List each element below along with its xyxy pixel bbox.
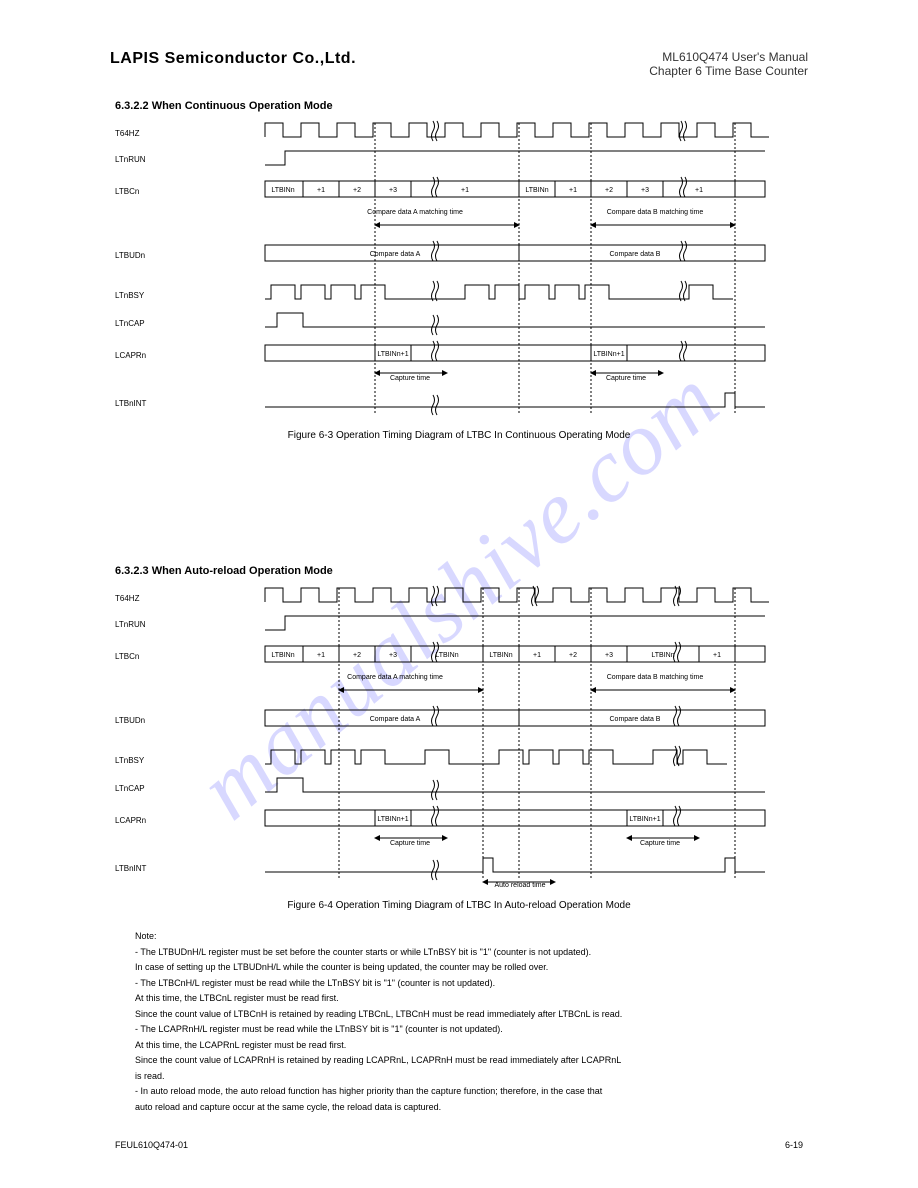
sig-ltbcn: LTBCn (115, 187, 139, 196)
svg-text:+3: +3 (605, 652, 613, 659)
svg-text:Compare data A: Compare data A (370, 716, 421, 723)
timing-diagram-2: T64HZ LTnRUN LTBCn LTBUDn LTnBSY LTnCAP … (115, 580, 805, 890)
page-footer: FEUL610Q474-01 6-19 (115, 1140, 803, 1150)
doc-id: ML610Q474 User's Manual (649, 50, 808, 64)
note-line: auto reload and capture occur at the sam… (135, 1101, 805, 1115)
arrow-compareB-2: Compare data B matching time (575, 674, 735, 681)
note-line: Note: (135, 930, 805, 944)
sig-ltbint: LTBnINT (115, 399, 146, 408)
sig2-ltbint: LTBnINT (115, 864, 146, 873)
section1-title: 6.3.2.2 When Continuous Operation Mode (115, 100, 333, 112)
page: manualshive.com LAPIS Semiconductor Co.,… (0, 0, 918, 1188)
arrow-compareB-1: Compare data B matching time (575, 209, 735, 216)
svg-text:+2: +2 (569, 652, 577, 659)
chapter: Chapter 6 Time Base Counter (649, 64, 808, 78)
note-line: - The LTBUDnH/L register must be set bef… (135, 946, 805, 960)
svg-text:LTBINn+1: LTBINn+1 (377, 816, 408, 823)
svg-text:+2: +2 (353, 652, 361, 659)
sig-ltncap: LTnCAP (115, 319, 145, 328)
svg-text:LTBINn+1: LTBINn+1 (629, 816, 660, 823)
note-line: At this time, the LCAPRnL register must … (135, 1039, 805, 1053)
svg-text:+1: +1 (695, 187, 703, 194)
svg-text:+2: +2 (353, 187, 361, 194)
svg-text:+1: +1 (569, 187, 577, 194)
sig-ltrun: LTnRUN (115, 155, 146, 164)
sig2-t64hz: T64HZ (115, 594, 139, 603)
sig2-ltrun: LTnRUN (115, 620, 146, 629)
timing-svg-1: LTBINn+1+2+3+1 LTBINn+1+2+3+1 Compare da… (115, 115, 805, 425)
footer-page: 6-19 (785, 1140, 803, 1150)
note-line: At this time, the LTBCnL register must b… (135, 992, 805, 1006)
svg-text:Compare data A: Compare data A (370, 251, 421, 258)
sig2-ltncap: LTnCAP (115, 784, 145, 793)
svg-text:LTBINn: LTBINn (271, 652, 294, 659)
sig-ltbudn: LTBUDn (115, 251, 145, 260)
arrow-capt1-2: Capture time (365, 840, 455, 847)
section2-title: 6.3.2.3 When Auto-reload Operation Mode (115, 565, 333, 577)
sig2-lcaprn: LCAPRn (115, 816, 146, 825)
svg-text:+3: +3 (389, 652, 397, 659)
company-name: LAPIS Semiconductor Co.,Ltd. (110, 50, 356, 68)
svg-text:LTBINn+1: LTBINn+1 (593, 351, 624, 358)
note-line: Since the count value of LCAPRnH is reta… (135, 1054, 805, 1068)
sig2-ltbudn: LTBUDn (115, 716, 145, 725)
svg-text:LTBINn: LTBINn (435, 652, 458, 659)
arrow-capt2-1: Capture time (581, 375, 671, 382)
svg-text:LTBINn: LTBINn (489, 652, 512, 659)
svg-text:+1: +1 (533, 652, 541, 659)
arrow-capt2-2: Capture time (615, 840, 705, 847)
note-line: In case of setting up the LTBUDnH/L whil… (135, 961, 805, 975)
svg-text:LTBINn+1: LTBINn+1 (377, 351, 408, 358)
sig2-ltbcn: LTBCn (115, 652, 139, 661)
footer-doc: FEUL610Q474-01 (115, 1140, 188, 1150)
sig2-ltnbsy: LTnBSY (115, 756, 144, 765)
arrow-capt1-1: Capture time (365, 375, 455, 382)
svg-text:+3: +3 (641, 187, 649, 194)
notes-block: Note: - The LTBUDnH/L register must be s… (135, 930, 805, 1116)
sig-ltnbsy: LTnBSY (115, 291, 144, 300)
svg-text:+1: +1 (317, 187, 325, 194)
svg-text:LTBINn: LTBINn (651, 652, 674, 659)
svg-text:LTBINn: LTBINn (525, 187, 548, 194)
note-line: - The LCAPRnH/L register must be read wh… (135, 1023, 805, 1037)
svg-text:+3: +3 (389, 187, 397, 194)
note-line: Since the count value of LTBCnH is retai… (135, 1008, 805, 1022)
figure2-caption: Figure 6-4 Operation Timing Diagram of L… (0, 900, 918, 911)
sig-lcaprn: LCAPRn (115, 351, 146, 360)
sig-t64hz: T64HZ (115, 129, 139, 138)
arrow-reload-2: Auto reload time (465, 882, 575, 889)
doc-header: ML610Q474 User's Manual Chapter 6 Time B… (649, 50, 808, 78)
timing-diagram-1: T64HZ LTnRUN LTBCn LTBUDn LTnBSY LTnCAP … (115, 115, 805, 425)
arrow-compareA-2: Compare data A matching time (315, 674, 475, 681)
note-line: - The LTBCnH/L register must be read whi… (135, 977, 805, 991)
svg-text:+2: +2 (605, 187, 613, 194)
figure1-caption: Figure 6-3 Operation Timing Diagram of L… (0, 430, 918, 441)
note-line: - In auto reload mode, the auto reload f… (135, 1085, 805, 1099)
arrow-compareA-1: Compare data A matching time (335, 209, 495, 216)
svg-text:LTBINn: LTBINn (271, 187, 294, 194)
svg-text:+1: +1 (317, 652, 325, 659)
svg-text:+1: +1 (461, 187, 469, 194)
svg-text:Compare data B: Compare data B (610, 251, 661, 258)
note-line: is read. (135, 1070, 805, 1084)
svg-text:+1: +1 (713, 652, 721, 659)
svg-text:Compare data B: Compare data B (610, 716, 661, 723)
